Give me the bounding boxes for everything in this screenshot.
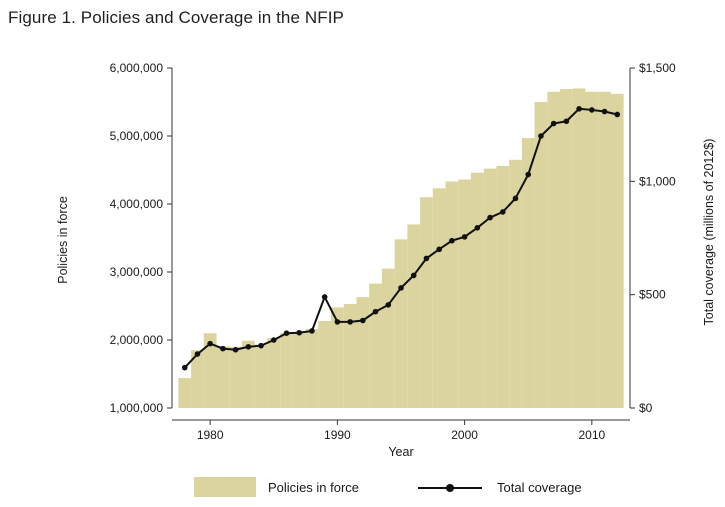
point-1985	[270, 337, 277, 343]
bar-1988	[305, 329, 319, 408]
y-right-tick-label: $500	[639, 288, 666, 302]
point-2009	[576, 106, 582, 112]
bar-1981	[216, 346, 230, 408]
bar-1991	[343, 303, 357, 408]
point-1995	[398, 285, 404, 291]
bar-1996	[407, 224, 421, 408]
bar-1997	[420, 197, 433, 408]
point-1994	[385, 302, 392, 308]
bar-1983	[241, 340, 255, 408]
y-left-tick-label: 3,000,000	[110, 265, 164, 279]
bar-1998	[432, 188, 446, 408]
bar-1979	[191, 350, 204, 408]
point-2011	[601, 108, 608, 115]
y-left-tick-label: 2,000,000	[110, 333, 164, 347]
bar-1982	[229, 346, 242, 408]
bar-2001	[470, 172, 484, 408]
point-2012	[614, 111, 621, 118]
bar-2010	[585, 91, 599, 409]
point-1992	[360, 317, 366, 324]
x-tick-label: 2010	[578, 428, 605, 442]
y-right-tick-label: $0	[639, 401, 653, 415]
point-1978	[181, 364, 188, 371]
line-series-coverage	[181, 106, 621, 371]
point-1997	[423, 255, 430, 262]
bar-2004	[509, 159, 522, 408]
point-1993	[372, 308, 379, 315]
point-1981	[220, 345, 226, 352]
point-1982	[232, 346, 239, 353]
bar-1984	[254, 344, 268, 408]
bar-1987	[292, 333, 306, 408]
bar-2012	[610, 93, 624, 408]
y-axis-right-title: Total coverage (millions of 2012$)	[702, 139, 716, 326]
point-1996	[410, 272, 417, 279]
point-2000	[461, 234, 468, 240]
bar-2003	[496, 165, 510, 408]
point-1999	[449, 237, 455, 244]
point-2008	[563, 118, 570, 125]
bar-1980	[203, 333, 217, 408]
bar-1990	[331, 307, 344, 408]
point-1986	[283, 330, 290, 337]
bar-1989	[318, 320, 332, 408]
bar-1993	[369, 283, 382, 408]
bar-2002	[483, 168, 497, 408]
bar-2007	[547, 91, 561, 409]
bar-1995	[394, 239, 408, 408]
y-right-tick-label: $1,000	[639, 174, 676, 188]
x-tick-label: 1980	[197, 428, 224, 442]
x-tick-label: 2000	[451, 428, 478, 442]
bar-series-policies	[178, 88, 624, 409]
bar-2000	[458, 179, 471, 408]
point-2003	[499, 209, 506, 215]
y-right-tick-label: $1,500	[639, 61, 676, 75]
point-2001	[474, 225, 481, 231]
point-2004	[512, 195, 519, 202]
point-2002	[487, 214, 493, 221]
y-left-tick-label: 5,000,000	[110, 129, 164, 143]
y-left-tick-label: 1,000,000	[110, 401, 164, 415]
bar-1986	[280, 333, 293, 408]
bar-2005	[521, 138, 535, 409]
y-left-tick-label: 6,000,000	[110, 61, 164, 75]
point-1980	[207, 340, 213, 347]
point-1987	[296, 329, 303, 336]
bar-1992	[356, 297, 370, 408]
bar-1994	[381, 268, 395, 408]
bar-2008	[560, 89, 573, 408]
point-1983	[245, 344, 252, 350]
point-1979	[194, 351, 201, 357]
x-tick-label: 1990	[324, 428, 351, 442]
point-1988	[309, 328, 315, 334]
x-axis-title: Year	[388, 445, 413, 459]
bar-1985	[267, 337, 281, 408]
point-1989	[321, 294, 328, 300]
y-axis-left-title: Policies in force	[56, 196, 70, 284]
bar-1978	[178, 378, 192, 408]
point-2005	[525, 171, 532, 178]
bar-2011	[598, 91, 611, 409]
bar-1999	[445, 181, 459, 408]
bar-2009	[572, 88, 586, 409]
y-left-tick-label: 4,000,000	[110, 197, 164, 211]
point-2010	[589, 107, 595, 113]
bar-2006	[534, 102, 548, 408]
point-1991	[347, 319, 353, 325]
point-1990	[334, 319, 341, 325]
point-2006	[538, 133, 544, 139]
axes: 1,000,000 2,000,000 3,000,000 4,000,000 5,00…	[110, 61, 676, 442]
figure-title: Figure 1. Policies and Coverage in the N…	[8, 8, 344, 27]
point-2007	[550, 120, 557, 127]
point-1998	[436, 246, 442, 253]
point-1984	[258, 342, 264, 349]
